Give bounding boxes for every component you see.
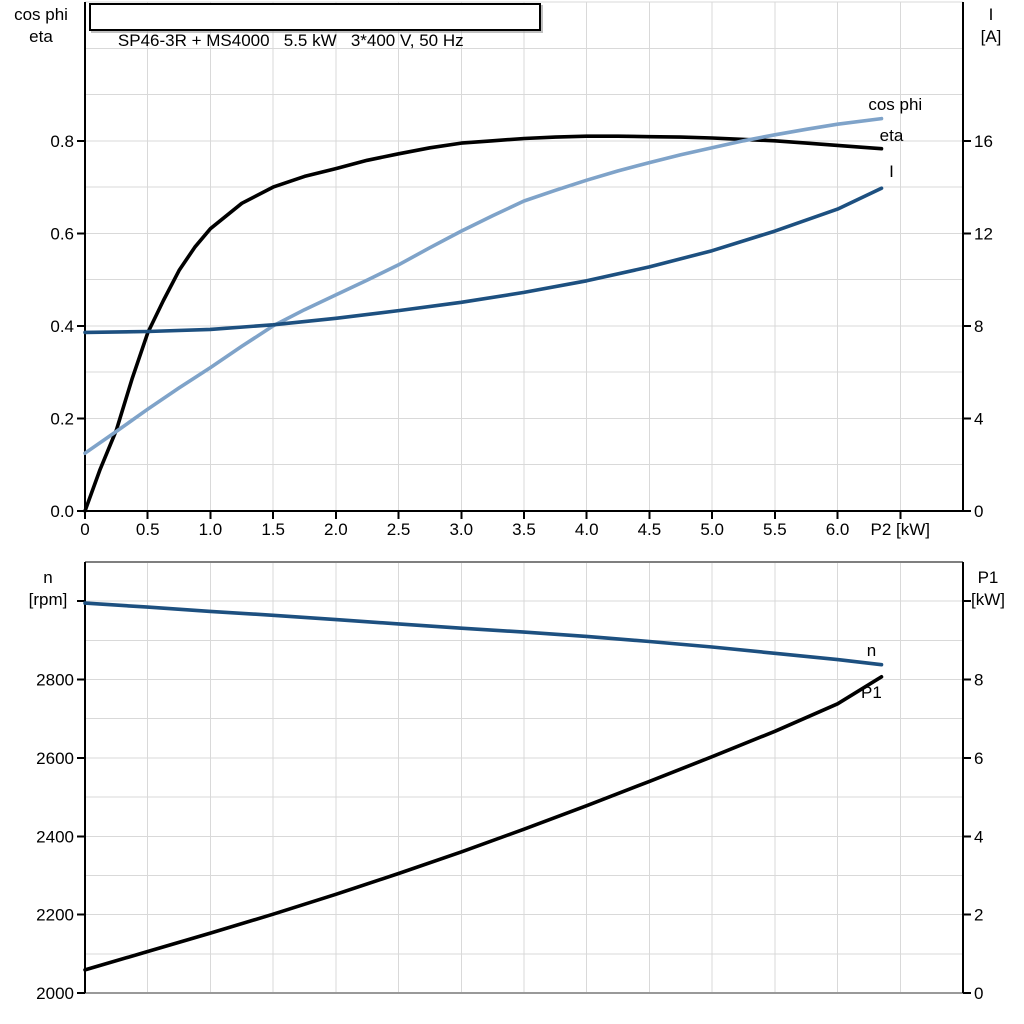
tick-label-bottom: 4.0 xyxy=(575,520,599,539)
tick-label-left: 0.8 xyxy=(50,132,74,151)
tick-label-right: 0 xyxy=(974,984,983,1003)
y-left-axis-header: cos phi xyxy=(14,5,68,24)
tick-label-right: 16 xyxy=(974,132,993,151)
tick-label-left: 0.6 xyxy=(50,224,74,243)
tick-label-right: 8 xyxy=(974,671,983,690)
curve-eta xyxy=(83,134,884,513)
chart-title: SP46-3R + MS4000 5.5 kW 3*400 V, 50 Hz xyxy=(117,31,464,50)
y-left-axis-header: n xyxy=(43,568,52,587)
tick-label-left: 2600 xyxy=(36,749,74,768)
tick-label-left: 0.0 xyxy=(50,502,74,521)
tick-label-right: 8 xyxy=(974,317,983,336)
tick-label-left: 2200 xyxy=(36,906,74,925)
curve-label-i: I xyxy=(889,162,894,181)
title-box: SP46-3R + MS4000 5.5 kW 3*400 V, 50 Hz xyxy=(89,3,541,50)
tick-label-left: 0.2 xyxy=(50,409,74,428)
curve-cos-phi xyxy=(83,116,884,455)
tick-label-right: 4 xyxy=(974,409,983,428)
tick-label-bottom: 6.0 xyxy=(826,520,850,539)
tick-label-bottom: 4.5 xyxy=(638,520,662,539)
tick-label-bottom: 5.0 xyxy=(700,520,724,539)
x-axis-unit-label: P2 [kW] xyxy=(871,520,931,539)
y-left-axis-header: eta xyxy=(29,27,53,46)
tick-label-bottom: 5.5 xyxy=(763,520,787,539)
curve-n xyxy=(83,601,884,667)
tick-label-left: 2400 xyxy=(36,827,74,846)
y-right-axis-header: I xyxy=(989,5,994,24)
tick-label-right: 6 xyxy=(974,749,983,768)
tick-label-right: 4 xyxy=(974,827,983,846)
curve-label-p1: P1 xyxy=(861,683,882,702)
tick-label-bottom: 3.5 xyxy=(512,520,536,539)
curve-label-n: n xyxy=(867,641,876,660)
curve-i xyxy=(83,186,884,335)
tick-label-left: 0.4 xyxy=(50,317,74,336)
curve-label-cos-phi: cos phi xyxy=(868,95,922,114)
tick-label-bottom: 2.5 xyxy=(387,520,411,539)
curve-p1 xyxy=(83,675,884,972)
tick-label-left: 2800 xyxy=(36,671,74,690)
tick-label-right: 2 xyxy=(974,906,983,925)
tick-label-bottom: 2.0 xyxy=(324,520,348,539)
tick-label-right: 12 xyxy=(974,224,993,243)
tick-label-right: 0 xyxy=(974,502,983,521)
tick-label-bottom: 1.0 xyxy=(199,520,223,539)
y-right-axis-header: P1 xyxy=(978,568,999,587)
y-right-axis-header: [A] xyxy=(981,27,1002,46)
curve-label-eta: eta xyxy=(880,126,904,145)
tick-label-bottom: 0.5 xyxy=(136,520,160,539)
tick-label-bottom: 0 xyxy=(80,520,89,539)
tick-label-bottom: 3.0 xyxy=(449,520,473,539)
y-right-axis-header: [kW] xyxy=(971,590,1005,609)
tick-label-bottom: 1.5 xyxy=(261,520,285,539)
y-left-axis-header: [rpm] xyxy=(29,590,68,609)
tick-label-left: 2000 xyxy=(36,984,74,1003)
